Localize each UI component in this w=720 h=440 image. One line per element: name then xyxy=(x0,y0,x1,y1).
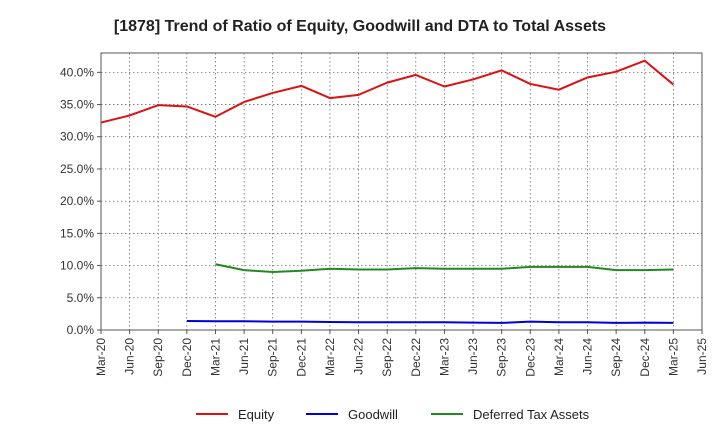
plot-frame xyxy=(100,52,703,331)
x-tick-label: Dec-21 xyxy=(294,338,308,377)
series-line-equity xyxy=(100,59,675,124)
series-lines xyxy=(100,59,675,324)
x-tick-label: Mar-25 xyxy=(666,338,680,376)
legend-label-equity: Equity xyxy=(238,407,275,422)
x-tick-label: Mar-24 xyxy=(552,338,566,376)
x-tick-label: Mar-22 xyxy=(323,338,337,376)
x-tick-label: Jun-25 xyxy=(695,338,709,375)
legend-label-goodwill: Goodwill xyxy=(348,407,398,422)
x-tick-label: Sep-24 xyxy=(609,338,623,377)
x-axis-ticks: Mar-20 Jun-20 Sep-20 Dec-20 Mar-21 Jun-21 Sep-… xyxy=(94,330,709,377)
x-tick-label: Jun-23 xyxy=(466,338,480,375)
x-tick-label: Sep-23 xyxy=(495,338,509,377)
y-tick-label: 5.0% xyxy=(67,291,95,305)
grid xyxy=(100,53,703,331)
series-line-goodwill xyxy=(186,319,674,324)
x-tick-label: Sep-22 xyxy=(380,338,394,377)
y-axis-ticks: 0.0% 5.0% 10.0% 15.0% 20.0% 25.0% 30.0% 35.0% 40… xyxy=(60,65,101,337)
y-tick-label: 0.0% xyxy=(67,323,95,337)
series-line-deferred-tax-assets xyxy=(215,263,674,274)
x-tick-label: Mar-23 xyxy=(437,338,451,376)
y-tick-label: 35.0% xyxy=(60,98,94,112)
x-tick-label: Jun-20 xyxy=(123,338,137,375)
x-tick-label: Mar-21 xyxy=(208,338,222,376)
y-tick-label: 25.0% xyxy=(60,162,94,176)
x-tick-label: Jun-22 xyxy=(352,338,366,375)
x-tick-label: Dec-23 xyxy=(523,338,537,377)
x-tick-label: Dec-22 xyxy=(409,338,423,377)
x-tick-label: Dec-20 xyxy=(180,338,194,377)
y-tick-label: 20.0% xyxy=(60,194,94,208)
y-tick-label: 40.0% xyxy=(60,65,94,79)
y-tick-label: 10.0% xyxy=(60,259,94,273)
x-tick-label: Dec-24 xyxy=(638,338,652,377)
legend: Equity Goodwill Deferred Tax Assets xyxy=(196,407,590,422)
x-tick-label: Sep-21 xyxy=(266,338,280,377)
x-tick-label: Jun-21 xyxy=(237,338,251,375)
chart-title: [1878] Trend of Ratio of Equity, Goodwil… xyxy=(114,18,606,35)
x-tick-label: Mar-20 xyxy=(94,338,108,376)
legend-label-deferred-tax-assets: Deferred Tax Assets xyxy=(473,407,590,422)
y-tick-label: 30.0% xyxy=(60,130,94,144)
y-tick-label: 15.0% xyxy=(60,226,94,240)
x-tick-label: Jun-24 xyxy=(581,338,595,375)
x-tick-label: Sep-20 xyxy=(151,338,165,377)
